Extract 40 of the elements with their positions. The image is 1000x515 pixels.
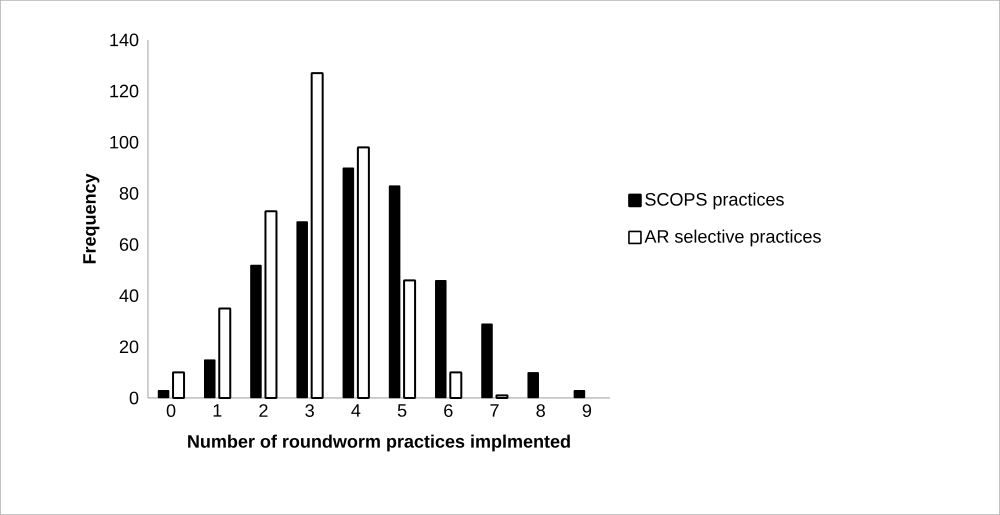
bar: [449, 371, 462, 400]
bar: [435, 280, 447, 398]
bar: [158, 390, 170, 398]
y-tick-label: 140: [110, 34, 138, 46]
bar: [496, 394, 508, 400]
x-tick-label: 5: [398, 404, 406, 417]
y-tick-label: 80: [120, 187, 138, 200]
y-tick-label: 120: [110, 84, 138, 98]
x-axis-title: Number of roundworm practices implmented: [188, 434, 570, 452]
x-tick-label: 8: [536, 404, 545, 418]
bar: [356, 146, 370, 400]
bar: [527, 372, 539, 398]
bar: [172, 371, 186, 400]
y-tick-label: 40: [119, 289, 138, 302]
y-tick-label: 100: [110, 136, 138, 149]
x-tick-label: 6: [444, 404, 453, 418]
bar: [574, 390, 586, 398]
y-tick-label: 20: [120, 340, 138, 354]
bar: [204, 359, 216, 398]
x-tick-label: 7: [490, 404, 499, 417]
bar: [310, 72, 324, 400]
bar: [403, 279, 416, 400]
bar: [481, 324, 493, 398]
bar: [264, 210, 278, 400]
legend-label: SCOPS practices: [645, 192, 784, 210]
x-tick-label: 9: [582, 404, 592, 418]
x-tick-label: 2: [259, 404, 268, 417]
x-tick-label: 4: [351, 404, 360, 417]
y-tick-label: 0: [130, 392, 138, 404]
legend-label: AR selective practices: [644, 230, 821, 246]
y-axis-title: Frequency: [83, 174, 100, 264]
bar: [388, 185, 400, 398]
bar: [218, 308, 232, 400]
x-tick-label: 3: [305, 404, 314, 418]
y-tick-label: 60: [120, 238, 138, 251]
bar: [342, 168, 354, 398]
x-tick-label: 1: [214, 404, 222, 417]
bar: [250, 264, 262, 398]
bar: [296, 221, 308, 398]
x-tick-label: 0: [166, 404, 176, 418]
